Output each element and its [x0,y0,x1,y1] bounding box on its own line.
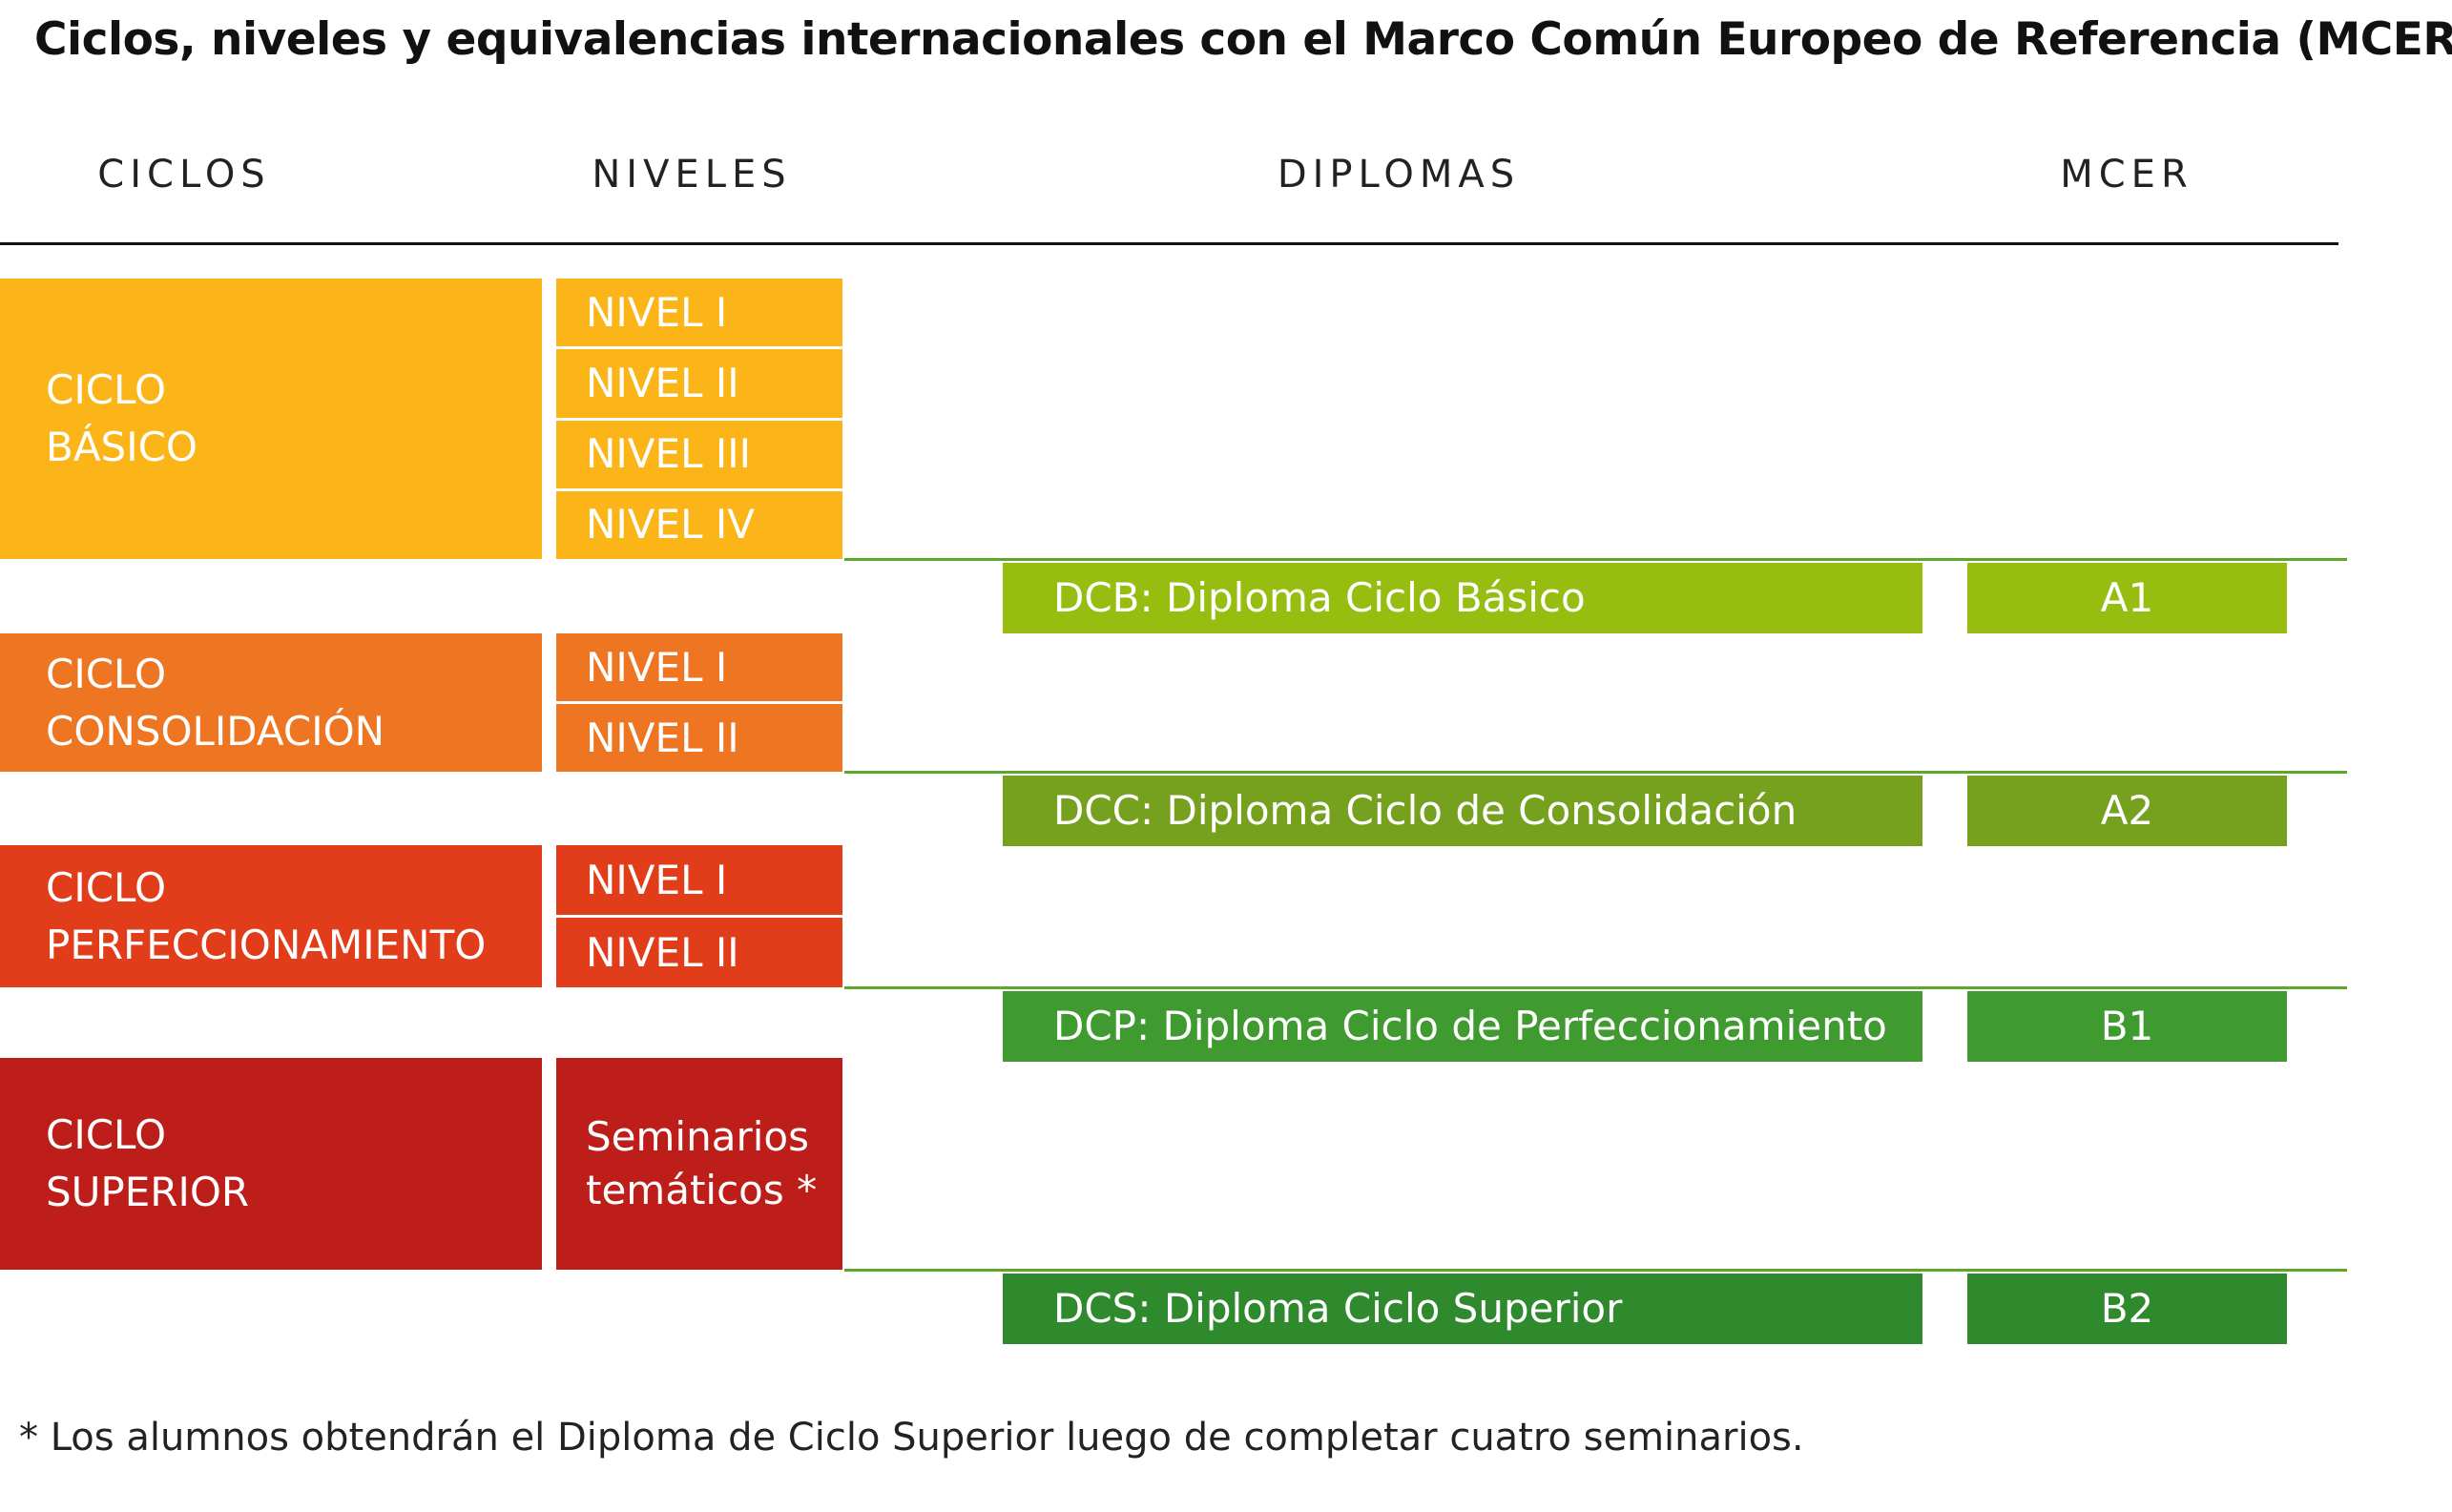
mcer-box: A2 [1967,776,2287,846]
column-header: NIVELES [592,153,792,197]
column-header: DIPLOMAS [1277,153,1521,197]
mcer-box: A1 [1967,563,2287,633]
cycle-name-line: CICLO [46,1111,166,1158]
column-header: CICLOS [97,153,271,197]
separator-line [844,986,2347,989]
level-box: NIVEL II [556,704,842,772]
title: Ciclos, niveles y equivalencias internac… [34,13,2452,66]
cycle-name-line: SUPERIOR [46,1169,250,1215]
cycle-box: CICLO PERFECCIONAMIENTO [0,845,542,987]
level-box: NIVEL II [556,349,842,418]
cycle-name-line: CICLO [46,650,166,697]
cycle-box: CICLO CONSOLIDACIÓN [0,633,542,772]
cycle-name-line: PERFECCIONAMIENTO [46,921,487,968]
diploma-box: DCS: Diploma Ciclo Superior [1003,1274,1922,1344]
column-header: MCER [2060,153,2193,197]
mcer-box: B1 [1967,991,2287,1062]
separator-line [844,1269,2347,1272]
level-box: NIVEL I [556,845,842,915]
cycle-name-line: CICLO [46,366,166,413]
diploma-box: DCP: Diploma Ciclo de Perfeccionamiento [1003,991,1922,1062]
separator-line [844,771,2347,774]
mcer-box: B2 [1967,1274,2287,1344]
diploma-box: DCC: Diploma Ciclo de Consolidación [1003,776,1922,846]
level-box: NIVEL III [556,420,842,488]
cycle-box: CICLO SUPERIOR [0,1058,542,1270]
cycle-name-line: CICLO [46,863,166,911]
separator-line [844,558,2347,561]
cycle-name-line: BÁSICO [46,424,197,470]
header-rule [0,242,2338,245]
cycle-name-line: CONSOLIDACIÓN [46,707,385,755]
diploma-box: DCB: Diploma Ciclo Básico [1003,563,1922,633]
level-box: NIVEL II [556,918,842,987]
level-box: NIVEL I [556,279,842,347]
footnote: * Los alumnos obtendrán el Diploma de Ci… [19,1416,1804,1460]
level-box: NIVEL I [556,633,842,701]
cycle-box: CICLO BÁSICO [0,279,542,559]
level-box: Seminarios temáticos * [556,1058,842,1270]
level-box: NIVEL IV [556,490,842,559]
